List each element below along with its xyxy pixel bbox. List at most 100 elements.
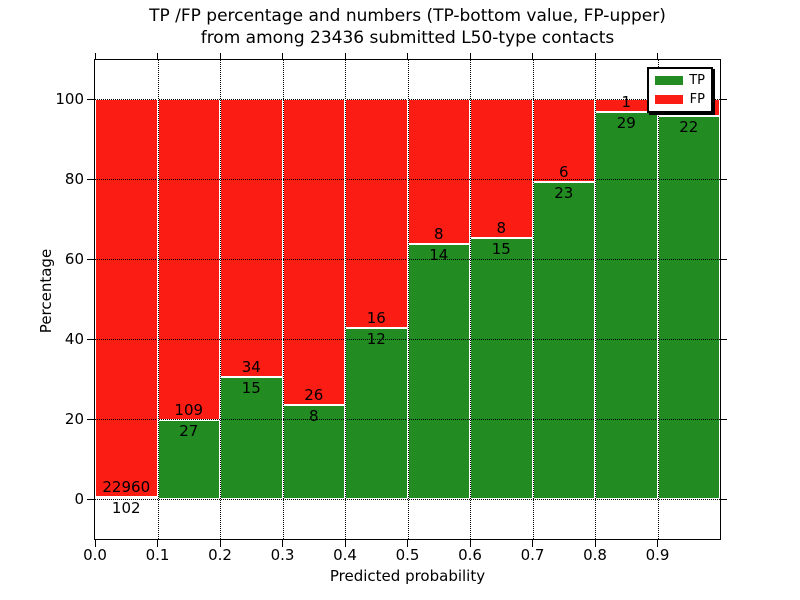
fp-bar-segment <box>282 99 345 405</box>
tp-bar-segment <box>470 238 533 499</box>
fp-count-label: 1 <box>621 93 632 112</box>
y-tick-label: 20 <box>64 410 84 428</box>
x-tick-label: 0.3 <box>270 546 295 564</box>
v-gridline <box>220 60 221 539</box>
fp-bar-segment <box>407 99 470 245</box>
y-tick-label: 0 <box>74 490 84 508</box>
tp-count-label: 29 <box>616 114 636 133</box>
v-gridline <box>657 60 659 539</box>
fp-count-label: 22960 <box>102 478 151 497</box>
x-tick-mark-top <box>94 53 96 59</box>
x-tick-mark-top <box>532 53 533 59</box>
y-tick-mark-right <box>721 178 727 180</box>
tp-count-label: 15 <box>241 378 261 397</box>
v-gridline <box>470 60 471 539</box>
y-tick-mark <box>87 418 94 420</box>
legend-label-fp: FP <box>689 92 705 107</box>
x-tick-label: 0.8 <box>583 546 607 564</box>
x-tick-mark <box>282 540 283 547</box>
y-tick-label: 60 <box>64 250 84 268</box>
tp-count-label: 12 <box>366 329 386 348</box>
x-tick-mark <box>532 540 533 547</box>
tp-count-label: 102 <box>111 499 141 518</box>
tp-bar-segment <box>532 181 595 499</box>
x-tick-mark-top <box>282 53 283 59</box>
v-gridline <box>157 60 159 539</box>
tp-bar-segment <box>345 327 408 499</box>
x-tick-label: 0.5 <box>395 546 420 564</box>
chart-title-line1: TP /FP percentage and numbers (TP-bottom… <box>149 6 666 26</box>
x-tick-mark-top <box>219 53 221 59</box>
y-tick-mark-right <box>721 98 727 100</box>
legend-swatch-tp-icon <box>655 76 683 85</box>
legend-item-fp: FP <box>655 93 705 107</box>
x-tick-mark <box>594 540 596 547</box>
fp-bar-segment <box>220 99 283 377</box>
x-tick-label: 0.4 <box>333 546 357 564</box>
fp-count-label: 109 <box>174 400 204 419</box>
x-tick-mark <box>219 540 221 547</box>
x-tick-mark <box>469 540 471 547</box>
v-gridline <box>595 60 596 539</box>
v-gridline <box>282 60 284 539</box>
legend-item-tp: TP <box>655 74 705 88</box>
x-axis-label: Predicted probability <box>329 567 486 585</box>
x-tick-mark <box>157 540 158 547</box>
fp-bar-segment <box>345 99 408 328</box>
x-tick-label: 0.0 <box>83 546 107 564</box>
x-tick-mark <box>94 540 96 547</box>
x-tick-label: 0.6 <box>458 546 482 564</box>
tp-count-label: 8 <box>308 406 319 425</box>
y-tick-mark-right <box>721 418 727 420</box>
fp-count-label: 8 <box>433 225 444 244</box>
y-tick-label: 80 <box>64 170 84 188</box>
v-gridline <box>345 60 346 539</box>
x-tick-label: 0.2 <box>208 546 232 564</box>
y-tick-mark <box>87 338 94 340</box>
y-tick-mark-right <box>721 258 727 260</box>
x-tick-mark-top <box>657 53 658 59</box>
y-tick-label: 40 <box>64 330 84 348</box>
x-tick-mark <box>657 540 658 547</box>
y-tick-label: 100 <box>55 90 84 108</box>
tp-count-label: 15 <box>491 240 511 259</box>
y-tick-mark <box>87 98 94 100</box>
chart-title: TP /FP percentage and numbers (TP-bottom… <box>95 5 720 49</box>
tp-count-label: 22 <box>679 118 699 137</box>
x-tick-label: 0.9 <box>645 546 670 564</box>
y-tick-mark-right <box>721 498 727 500</box>
fp-bar-segment <box>470 99 533 239</box>
legend-swatch-fp-icon <box>655 95 683 104</box>
fp-count-label: 8 <box>496 219 507 238</box>
legend: TP FP <box>647 67 713 113</box>
tp-count-label: 23 <box>554 183 574 202</box>
fp-count-label: 34 <box>241 357 261 376</box>
fp-count-label: 6 <box>558 162 569 181</box>
plot-area: 229601021092734152681612814815623129122 <box>94 59 721 540</box>
fp-count-label: 16 <box>366 308 386 327</box>
legend-label-tp: TP <box>689 73 705 88</box>
chart-title-line2: from among 23436 submitted L50-type cont… <box>200 28 615 48</box>
tp-bar-segment <box>657 116 720 499</box>
x-tick-mark-top <box>594 53 596 59</box>
y-tick-mark <box>87 258 94 260</box>
tp-bar-segment <box>595 112 658 499</box>
tp-count-label: 14 <box>429 246 449 265</box>
y-tick-mark-right <box>721 338 727 340</box>
v-gridline <box>532 60 534 539</box>
x-tick-mark-top <box>469 53 471 59</box>
x-tick-mark-top <box>407 53 408 59</box>
x-tick-mark <box>407 540 408 547</box>
tp-bar-segment <box>407 244 470 499</box>
v-gridline <box>407 60 409 539</box>
x-tick-label: 0.1 <box>145 546 170 564</box>
x-tick-mark-top <box>344 53 346 59</box>
fp-count-label: 26 <box>304 385 324 404</box>
y-tick-mark <box>87 498 94 500</box>
fp-bar-segment <box>95 99 158 498</box>
x-tick-mark <box>344 540 346 547</box>
x-tick-mark-top <box>157 53 158 59</box>
y-tick-mark <box>87 178 94 180</box>
tp-count-label: 27 <box>179 421 199 440</box>
